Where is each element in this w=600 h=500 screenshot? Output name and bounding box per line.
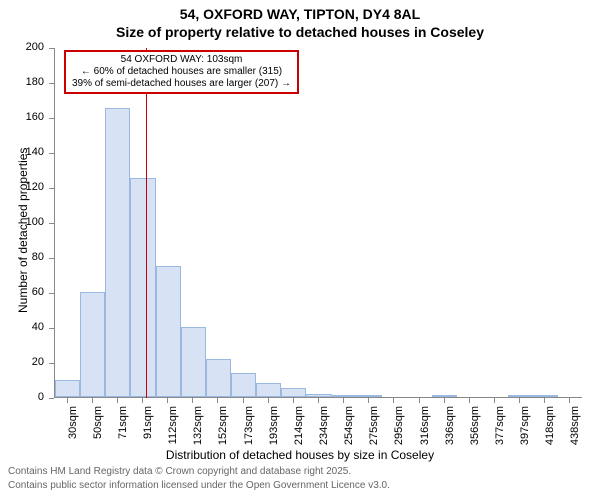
x-tick bbox=[142, 398, 143, 403]
x-tick-label: 193sqm bbox=[268, 406, 280, 456]
histogram-bar bbox=[508, 395, 533, 397]
x-tick-label: 112sqm bbox=[167, 406, 179, 456]
histogram-bar bbox=[231, 373, 256, 398]
x-tick-label: 173sqm bbox=[243, 406, 255, 456]
x-tick-label: 438sqm bbox=[569, 406, 581, 456]
histogram-bar bbox=[80, 292, 105, 397]
histogram-bar bbox=[432, 395, 457, 397]
chart-plot-area bbox=[54, 48, 582, 398]
y-tick-label: 120 bbox=[0, 181, 44, 193]
x-tick bbox=[318, 398, 319, 403]
x-tick bbox=[192, 398, 193, 403]
y-tick bbox=[49, 363, 54, 364]
histogram-bar bbox=[105, 108, 130, 397]
y-tick bbox=[49, 328, 54, 329]
x-tick bbox=[469, 398, 470, 403]
histogram-bar bbox=[281, 388, 306, 397]
x-tick-label: 71sqm bbox=[117, 406, 129, 456]
histogram-bar bbox=[181, 327, 206, 397]
histogram-bar bbox=[256, 383, 281, 397]
y-tick bbox=[49, 293, 54, 294]
x-tick-label: 316sqm bbox=[419, 406, 431, 456]
y-tick bbox=[49, 153, 54, 154]
y-tick bbox=[49, 258, 54, 259]
y-tick bbox=[49, 83, 54, 84]
x-tick-label: 336sqm bbox=[444, 406, 456, 456]
x-tick bbox=[544, 398, 545, 403]
y-tick bbox=[49, 223, 54, 224]
y-tick-label: 200 bbox=[0, 41, 44, 53]
x-tick-label: 254sqm bbox=[343, 406, 355, 456]
x-tick-label: 214sqm bbox=[293, 406, 305, 456]
x-tick bbox=[393, 398, 394, 403]
callout-line2: ← 60% of detached houses are smaller (31… bbox=[72, 66, 291, 78]
histogram-bar bbox=[357, 395, 382, 397]
chart-title-line2: Size of property relative to detached ho… bbox=[0, 24, 600, 40]
y-tick-label: 0 bbox=[0, 391, 44, 403]
chart-title-line1: 54, OXFORD WAY, TIPTON, DY4 8AL bbox=[0, 6, 600, 22]
y-tick-label: 140 bbox=[0, 146, 44, 158]
y-tick-label: 100 bbox=[0, 216, 44, 228]
property-callout-box: 54 OXFORD WAY: 103sqm ← 60% of detached … bbox=[64, 50, 299, 94]
histogram-bar bbox=[332, 395, 357, 397]
histogram-bar bbox=[130, 178, 155, 397]
x-tick bbox=[243, 398, 244, 403]
y-tick-label: 60 bbox=[0, 286, 44, 298]
x-tick-label: 152sqm bbox=[217, 406, 229, 456]
y-tick-label: 160 bbox=[0, 111, 44, 123]
x-tick bbox=[419, 398, 420, 403]
y-tick-label: 180 bbox=[0, 76, 44, 88]
x-tick-label: 50sqm bbox=[92, 406, 104, 456]
x-tick bbox=[293, 398, 294, 403]
x-tick-label: 132sqm bbox=[192, 406, 204, 456]
x-tick bbox=[368, 398, 369, 403]
y-tick bbox=[49, 118, 54, 119]
callout-line3: 39% of semi-detached houses are larger (… bbox=[72, 78, 291, 90]
x-tick bbox=[268, 398, 269, 403]
y-tick bbox=[49, 188, 54, 189]
attribution-line1: Contains HM Land Registry data © Crown c… bbox=[8, 466, 351, 477]
y-tick-label: 20 bbox=[0, 356, 44, 368]
x-tick bbox=[217, 398, 218, 403]
x-tick-label: 377sqm bbox=[494, 406, 506, 456]
x-tick-label: 397sqm bbox=[519, 406, 531, 456]
x-tick bbox=[117, 398, 118, 403]
x-tick bbox=[167, 398, 168, 403]
histogram-bar bbox=[206, 359, 231, 398]
callout-line1: 54 OXFORD WAY: 103sqm bbox=[72, 54, 291, 66]
x-tick bbox=[444, 398, 445, 403]
x-tick-label: 275sqm bbox=[368, 406, 380, 456]
y-tick bbox=[49, 48, 54, 49]
x-tick bbox=[519, 398, 520, 403]
property-marker-line bbox=[146, 48, 147, 398]
x-tick bbox=[92, 398, 93, 403]
x-tick bbox=[343, 398, 344, 403]
x-tick-label: 91sqm bbox=[142, 406, 154, 456]
x-tick-label: 234sqm bbox=[318, 406, 330, 456]
y-tick bbox=[49, 398, 54, 399]
x-tick-label: 418sqm bbox=[544, 406, 556, 456]
histogram-bar bbox=[55, 380, 80, 398]
y-tick-label: 80 bbox=[0, 251, 44, 263]
histogram-bar bbox=[306, 394, 331, 398]
y-tick-label: 40 bbox=[0, 321, 44, 333]
x-tick-label: 295sqm bbox=[393, 406, 405, 456]
histogram-bar bbox=[533, 395, 558, 397]
histogram-bar bbox=[156, 266, 181, 397]
x-tick bbox=[67, 398, 68, 403]
x-tick-label: 356sqm bbox=[469, 406, 481, 456]
x-tick-label: 30sqm bbox=[67, 406, 79, 456]
x-tick bbox=[494, 398, 495, 403]
x-tick bbox=[569, 398, 570, 403]
attribution-line2: Contains public sector information licen… bbox=[8, 480, 390, 491]
